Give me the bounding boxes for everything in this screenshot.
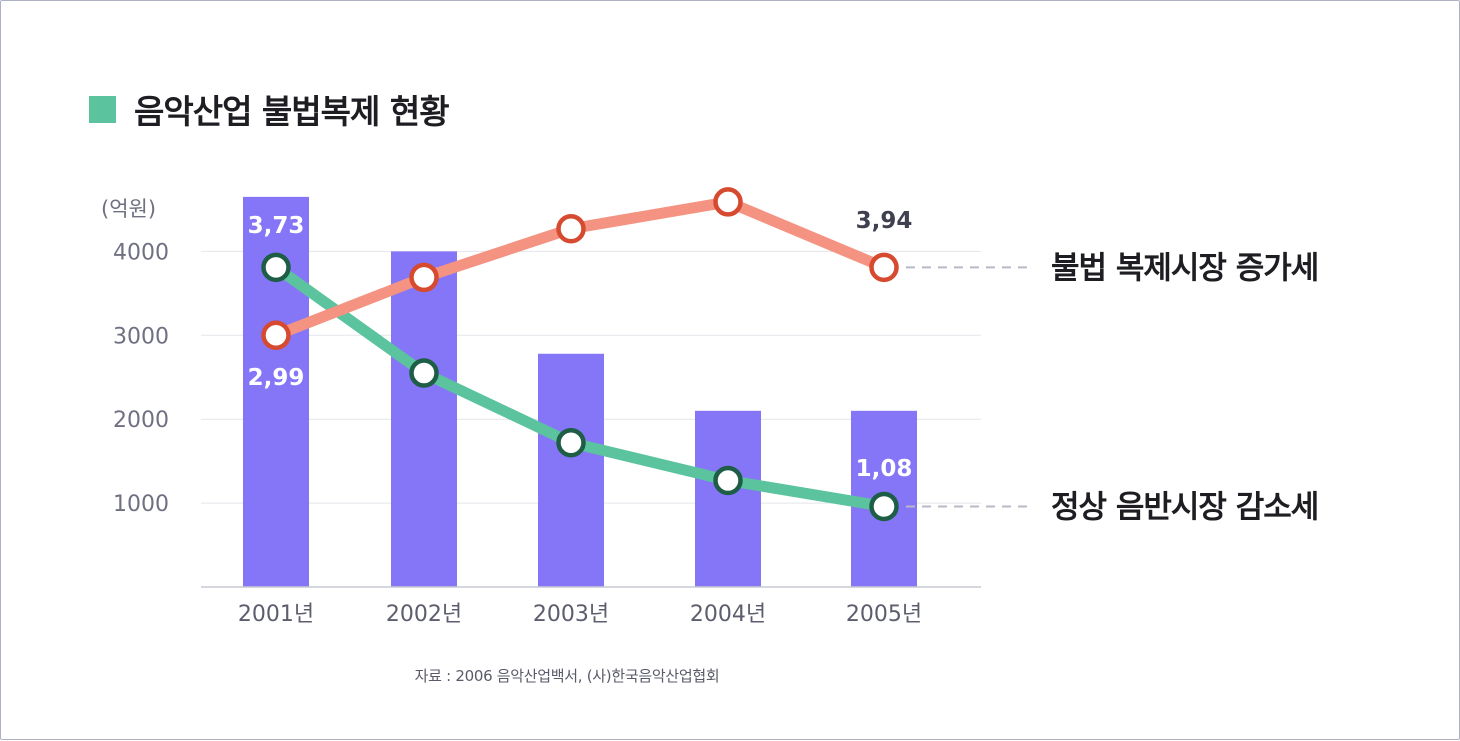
bar	[391, 251, 457, 587]
x-tick-label: 2001년	[238, 602, 314, 627]
annotation-illegal-increase: 불법 복제시장 증가세	[1051, 250, 1318, 286]
x-tick-label: 2004년	[690, 602, 766, 627]
data-label: 3,73	[248, 213, 305, 239]
legal-market-point	[261, 252, 291, 283]
illegal-market-point	[556, 213, 586, 244]
chart-title: 음악산업 불법복제 현황	[134, 92, 450, 131]
data-label: 2,99	[248, 365, 305, 391]
x-tick-label: 2002년	[386, 602, 462, 627]
bar	[538, 353, 604, 587]
illegal-market-point	[409, 262, 439, 293]
y-axis-unit: (억원)	[101, 197, 156, 221]
title-square-icon	[89, 95, 116, 123]
chart-title-row: 음악산업 불법복제 현황	[89, 85, 450, 133]
source-note: 자료 : 2006 음악산업백서, (사)한국음악산업협회	[414, 667, 720, 685]
y-tick-label: 1000	[113, 492, 169, 517]
data-label: 1,08	[856, 456, 913, 482]
annotation-legal-decrease: 정상 음반시장 감소세	[1051, 489, 1318, 525]
illegal-market-point	[261, 320, 291, 351]
bar	[695, 410, 761, 587]
y-tick-label: 3000	[113, 324, 169, 349]
x-tick-label: 2003년	[533, 602, 609, 627]
data-label: 3,94	[856, 208, 913, 234]
legal-market-point	[409, 358, 439, 388]
legal-market-point	[556, 427, 586, 458]
legal-market-point	[869, 491, 899, 522]
y-tick-label: 2000	[113, 408, 169, 433]
illegal-market-point	[713, 187, 743, 217]
legal-market-point	[713, 465, 743, 496]
y-tick-label: 4000	[113, 240, 169, 265]
x-tick-label: 2005년	[846, 602, 922, 627]
illegal-market-point	[869, 252, 899, 283]
